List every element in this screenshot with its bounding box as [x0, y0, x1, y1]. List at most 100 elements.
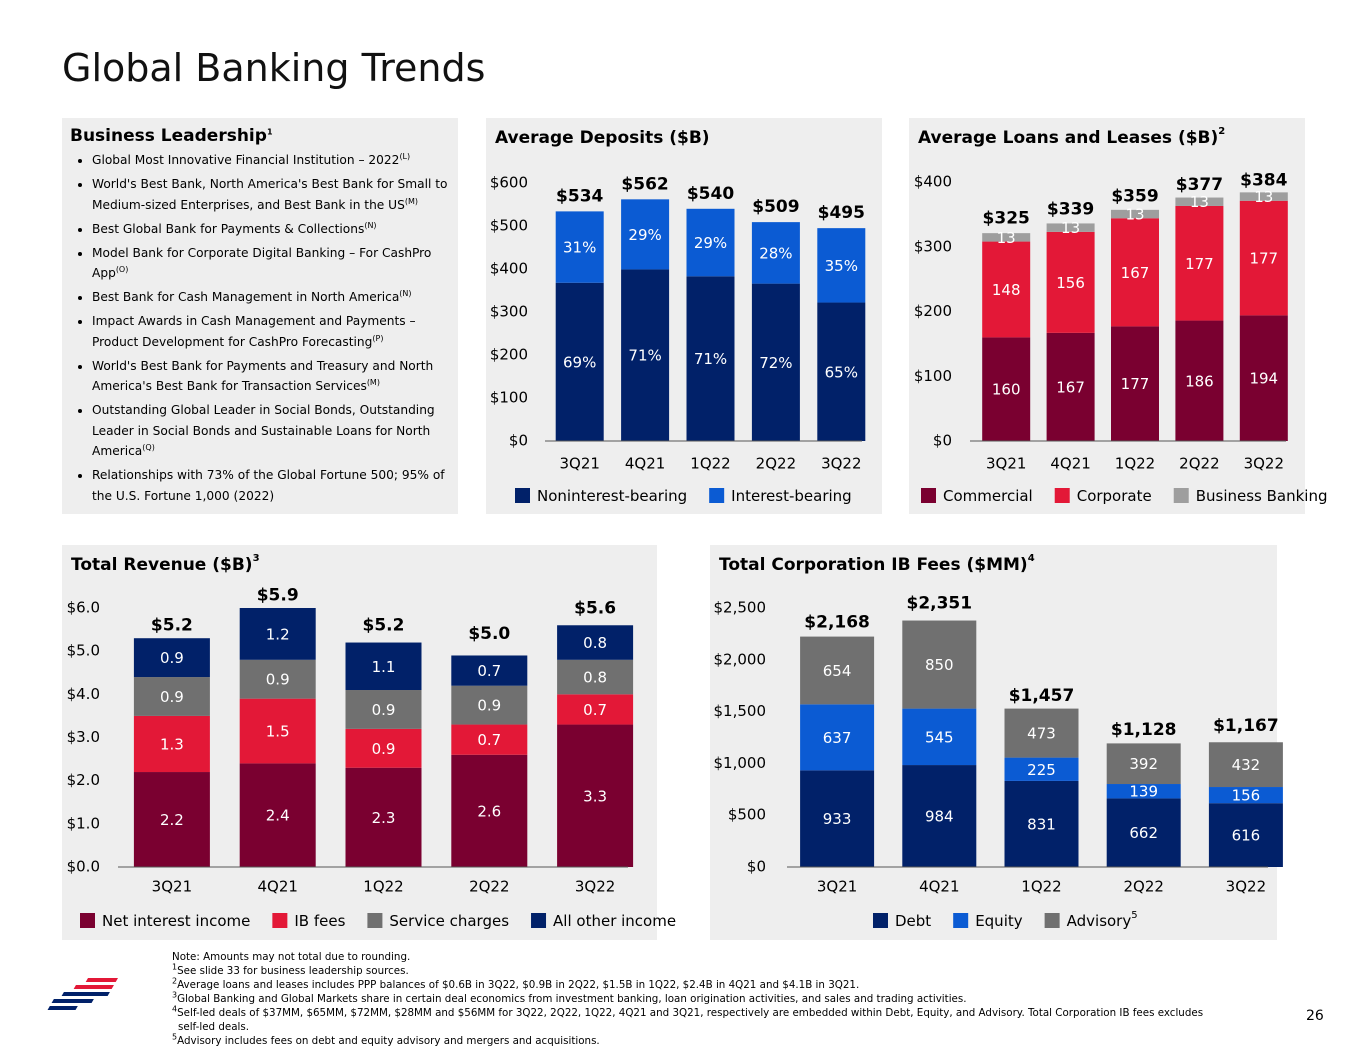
bar-segment	[555, 282, 604, 441]
bar-segment	[557, 694, 634, 725]
x-tick-label: 4Q21	[919, 878, 959, 896]
footnote-mark: (O)	[115, 264, 129, 274]
bar-segment	[982, 337, 1031, 441]
legend-text: Commercial	[943, 487, 1033, 505]
segment-label: 1.2	[266, 625, 290, 643]
y-tick-label: $1,000	[714, 754, 767, 772]
segment-label: 1.1	[372, 658, 396, 676]
x-tick-label: 3Q21	[152, 878, 192, 896]
y-tick-label: $1,500	[714, 702, 767, 720]
panel	[710, 545, 1277, 940]
bar-segment	[239, 763, 316, 867]
segment-label: 13	[1061, 219, 1080, 237]
award-text: Outstanding Global Leader in Social Bond…	[92, 403, 435, 458]
segment-label: 71%	[694, 350, 727, 368]
award-item: Impact Awards in Cash Management and Pay…	[92, 311, 448, 352]
segment-label: 0.9	[160, 688, 184, 706]
footnote-mark: (N)	[364, 220, 377, 230]
legend-entry: Advisory5	[1067, 910, 1138, 930]
segment-label: 2.6	[477, 802, 501, 820]
legend-swatch	[515, 488, 530, 503]
y-tick-label: $4.0	[67, 685, 100, 703]
footnote-mark: 2	[172, 976, 178, 986]
legend-entry: Service charges	[389, 912, 509, 930]
legend-entry: Net interest income	[102, 912, 250, 930]
segment-label: 167	[1056, 378, 1085, 396]
legend-entry: Corporate	[1077, 487, 1152, 505]
footnote-mark: 5	[172, 1032, 178, 1042]
segment-label: 167	[1121, 264, 1150, 282]
segment-label: 662	[1129, 824, 1158, 842]
total-label: $1,457	[1009, 686, 1075, 706]
segment-label: 3.3	[583, 787, 607, 805]
segment-label: 69%	[563, 353, 596, 371]
segment-label: 0.7	[583, 701, 607, 719]
x-tick-label: 4Q21	[257, 878, 297, 896]
chart-title: Total Revenue ($B)3	[71, 553, 260, 575]
segment-label: 545	[925, 728, 954, 746]
segment-label: 65%	[825, 363, 858, 381]
legend-text: All other income	[553, 912, 676, 930]
bar-segment	[557, 724, 634, 867]
y-tick-label: $2.0	[67, 771, 100, 789]
award-item: Best Bank for Cash Management in North A…	[92, 287, 448, 308]
y-tick-label: $300	[914, 237, 952, 255]
segment-label: 933	[823, 810, 852, 828]
award-item: World's Best Bank for Payments and Treas…	[92, 356, 448, 397]
chart-title: Average Deposits ($B)	[495, 128, 710, 148]
total-label: $534	[556, 186, 603, 206]
segment-label: 850	[925, 656, 954, 674]
y-tick-label: $600	[490, 174, 528, 192]
footnote-text: See slide 33 for business leadership sou…	[177, 965, 409, 977]
legend-entry: All other income	[553, 912, 676, 930]
y-tick-label: $400	[490, 260, 528, 278]
footnote-mark: 2	[1218, 126, 1225, 137]
bar-segment	[1004, 708, 1079, 758]
award-item: Model Bank for Corporate Digital Banking…	[92, 243, 448, 284]
bar-segment	[1239, 315, 1288, 441]
bar-segment	[1111, 326, 1159, 441]
x-tick-label: 3Q21	[817, 878, 857, 896]
y-tick-label: $0	[509, 432, 528, 450]
footnote-text: Self-led deals of $37MM, $65MM, $72MM, $…	[177, 1007, 1204, 1033]
title-text: Total Corporation IB Fees ($MM)	[719, 555, 1028, 575]
segment-label: 139	[1129, 783, 1158, 801]
x-tick-label: 3Q22	[575, 878, 615, 896]
segment-label: 29%	[628, 226, 661, 244]
chart-title: Average Loans and Leases ($B)2	[918, 126, 1225, 148]
total-label: $339	[1047, 199, 1094, 219]
bar-segment	[1175, 205, 1224, 321]
x-tick-label: 2Q22	[756, 455, 796, 473]
legend-swatch	[1044, 913, 1060, 928]
segment-label: 616	[1232, 827, 1261, 845]
award-text: Model Bank for Corporate Digital Banking…	[92, 245, 432, 281]
legend-swatch	[1173, 488, 1189, 503]
segment-label: 148	[992, 281, 1021, 299]
segment-label: 0.9	[477, 697, 501, 715]
footnote-text: Global Banking and Global Markets share …	[177, 993, 967, 1005]
bar-segment	[1106, 743, 1181, 785]
segment-label: 0.9	[372, 740, 396, 758]
award-item: World's Best Bank, North America's Best …	[92, 174, 448, 215]
bar-segment	[555, 211, 604, 283]
total-label: $359	[1111, 187, 1158, 207]
footnote-mark: 4	[172, 1004, 178, 1014]
legend-swatch	[1054, 488, 1070, 503]
total-label: $495	[818, 203, 865, 223]
y-tick-label: $6.0	[67, 599, 100, 617]
segment-label: 2.2	[160, 811, 184, 829]
segment-label: 473	[1027, 725, 1056, 743]
footnote: 1See slide 33 for business leadership so…	[172, 963, 1212, 978]
y-tick-label: $5.0	[67, 642, 100, 660]
x-tick-label: 3Q21	[559, 455, 599, 473]
segment-label: 13	[1190, 193, 1209, 211]
footnote: 3Global Banking and Global Markets share…	[172, 991, 1212, 1006]
footnote-mark: (Q)	[142, 442, 155, 452]
y-tick-label: $200	[914, 302, 952, 320]
segment-label: 2.3	[372, 809, 396, 827]
bar-segment	[239, 608, 316, 660]
x-tick-label: 3Q22	[821, 455, 861, 473]
legend-text: Net interest income	[102, 912, 250, 930]
footnote-mark: 3	[253, 553, 260, 564]
